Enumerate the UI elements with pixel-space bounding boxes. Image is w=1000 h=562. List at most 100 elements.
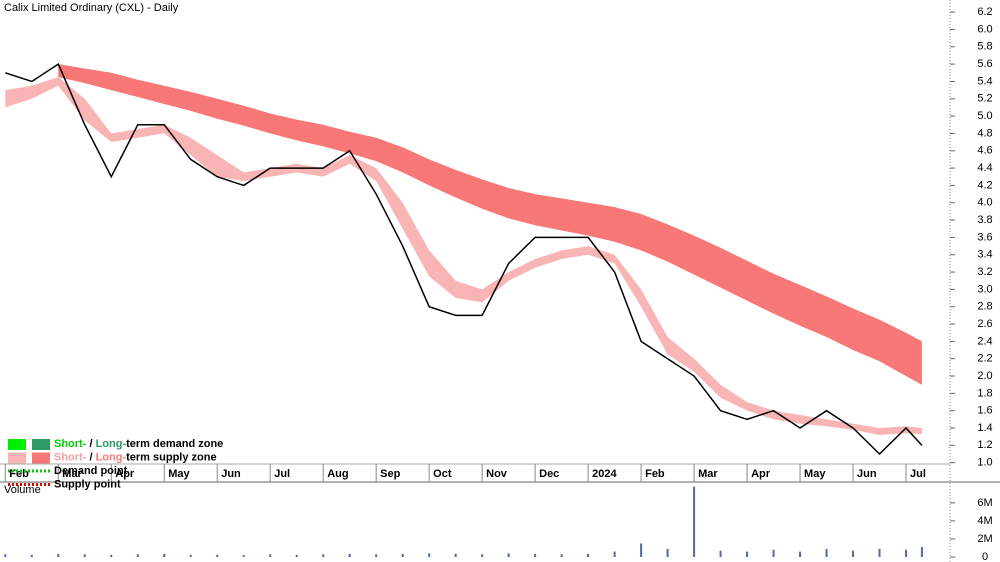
- zone-band: [58, 64, 922, 385]
- x-tick-label: Dec: [539, 468, 559, 480]
- zone-band: [5, 77, 922, 435]
- volume-bar: [375, 554, 378, 557]
- volume-bar: [110, 554, 113, 557]
- y-tick-label: 4M: [977, 515, 992, 527]
- y-tick-label: 0: [982, 551, 988, 562]
- x-tick-label: Oct: [433, 468, 452, 480]
- volume-bar: [163, 553, 166, 557]
- volume-bar: [481, 554, 484, 557]
- x-tick-label: Jun: [221, 468, 241, 480]
- legend-label: Short- / Long-term demand zone: [54, 438, 223, 450]
- legend-part: Short-: [54, 451, 87, 463]
- volume-bar: [640, 543, 643, 557]
- legend-label: Supply point: [54, 478, 121, 490]
- volume-bar: [216, 554, 219, 557]
- legend-label: Demand point: [54, 465, 128, 477]
- legend-label: Short- / Long-term supply zone: [54, 451, 217, 463]
- volume-bar: [507, 553, 510, 557]
- volume-bar: [613, 551, 616, 557]
- volume-bar: [4, 554, 7, 557]
- y-tick-label: 2.4: [977, 335, 992, 347]
- x-tick-label: Apr: [751, 468, 771, 480]
- volume-bar: [30, 554, 33, 557]
- y-tick-label: 5.2: [977, 93, 992, 105]
- y-tick-label: 6.2: [977, 6, 992, 18]
- legend-swatch: [32, 439, 50, 450]
- x-tick-label: Sep: [380, 468, 400, 480]
- volume-bar: [242, 555, 245, 557]
- volume-bar: [295, 554, 298, 557]
- volume-bar: [666, 548, 669, 557]
- volume-bar: [348, 553, 351, 557]
- volume-bar: [534, 553, 537, 557]
- y-tick-label: 1.8: [977, 387, 992, 399]
- x-tick-label: 2024: [592, 468, 617, 480]
- y-tick-label: 5.4: [977, 75, 992, 87]
- x-tick-label: Jul: [910, 468, 926, 480]
- x-tick-label: Aug: [327, 468, 348, 480]
- volume-bar: [401, 553, 404, 557]
- volume-bar: [905, 549, 908, 557]
- x-tick-label: Mar: [62, 468, 82, 480]
- legend-part: term supply zone: [126, 451, 216, 463]
- volume-bar: [719, 550, 722, 557]
- x-tick-label: Jul: [274, 468, 290, 480]
- legend-part: Long-: [96, 438, 127, 450]
- volume-title: Volume: [4, 484, 41, 496]
- y-tick-label: 3.0: [977, 283, 992, 295]
- volume-bar: [920, 547, 923, 557]
- y-tick-label: 1.4: [977, 422, 992, 434]
- price-line: [5, 63, 923, 456]
- x-tick-label: Apr: [115, 468, 135, 480]
- volume-bar: [693, 486, 696, 557]
- x-tick-label: Feb: [645, 468, 665, 480]
- y-tick-label: 2M: [977, 533, 992, 545]
- y-tick-label: 3.6: [977, 231, 992, 243]
- volume-bar: [587, 553, 590, 557]
- volume-bar: [746, 551, 749, 557]
- x-tick-label: May: [804, 468, 826, 480]
- y-tick-label: 5.6: [977, 58, 992, 70]
- legend-part: Demand point: [54, 465, 128, 477]
- y-tick-label: 4.4: [977, 162, 992, 174]
- volume-bar: [57, 553, 60, 557]
- volume-bar: [454, 553, 457, 557]
- x-tick-label: Mar: [698, 468, 718, 480]
- legend-swatch: [8, 439, 26, 450]
- chart-title: Calix Limited Ordinary (CXL) - Daily: [4, 2, 179, 14]
- volume-bar: [83, 554, 86, 557]
- y-tick-label: 3.4: [977, 249, 992, 261]
- y-tick-label: 5.8: [977, 41, 992, 53]
- y-tick-label: 2.2: [977, 353, 992, 365]
- legend-swatch: [8, 452, 26, 464]
- y-tick-label: 2.8: [977, 301, 992, 313]
- y-tick-label: 3.8: [977, 214, 992, 226]
- y-tick-label: 2.6: [977, 318, 992, 330]
- legend-part: term demand zone: [126, 438, 223, 450]
- x-tick-label: May: [168, 468, 190, 480]
- volume-bar: [322, 554, 325, 557]
- volume-bar: [269, 554, 272, 557]
- y-tick-label: 1.2: [977, 439, 992, 451]
- y-tick-label: 1.6: [977, 405, 992, 417]
- y-tick-label: 5.0: [977, 110, 992, 122]
- volume-bar: [428, 553, 431, 557]
- volume-bar: [878, 548, 881, 557]
- volume-bar: [825, 548, 828, 557]
- x-tick-label: Jun: [857, 468, 877, 480]
- volume-bar: [560, 554, 563, 557]
- y-tick-label: 6.0: [977, 23, 992, 35]
- y-tick-label: 2.0: [977, 370, 992, 382]
- y-tick-label: 4.8: [977, 127, 992, 139]
- y-tick-label: 4.0: [977, 197, 992, 209]
- x-tick-label: Nov: [486, 468, 508, 480]
- y-tick-label: 6M: [977, 497, 992, 509]
- volume-bar: [852, 550, 855, 557]
- y-tick-label: 4.6: [977, 145, 992, 157]
- legend-part: Supply point: [54, 478, 121, 490]
- volume-bar: [799, 551, 802, 557]
- y-tick-label: 1.0: [977, 457, 992, 469]
- y-tick-label: 3.2: [977, 266, 992, 278]
- volume-bar: [189, 554, 192, 557]
